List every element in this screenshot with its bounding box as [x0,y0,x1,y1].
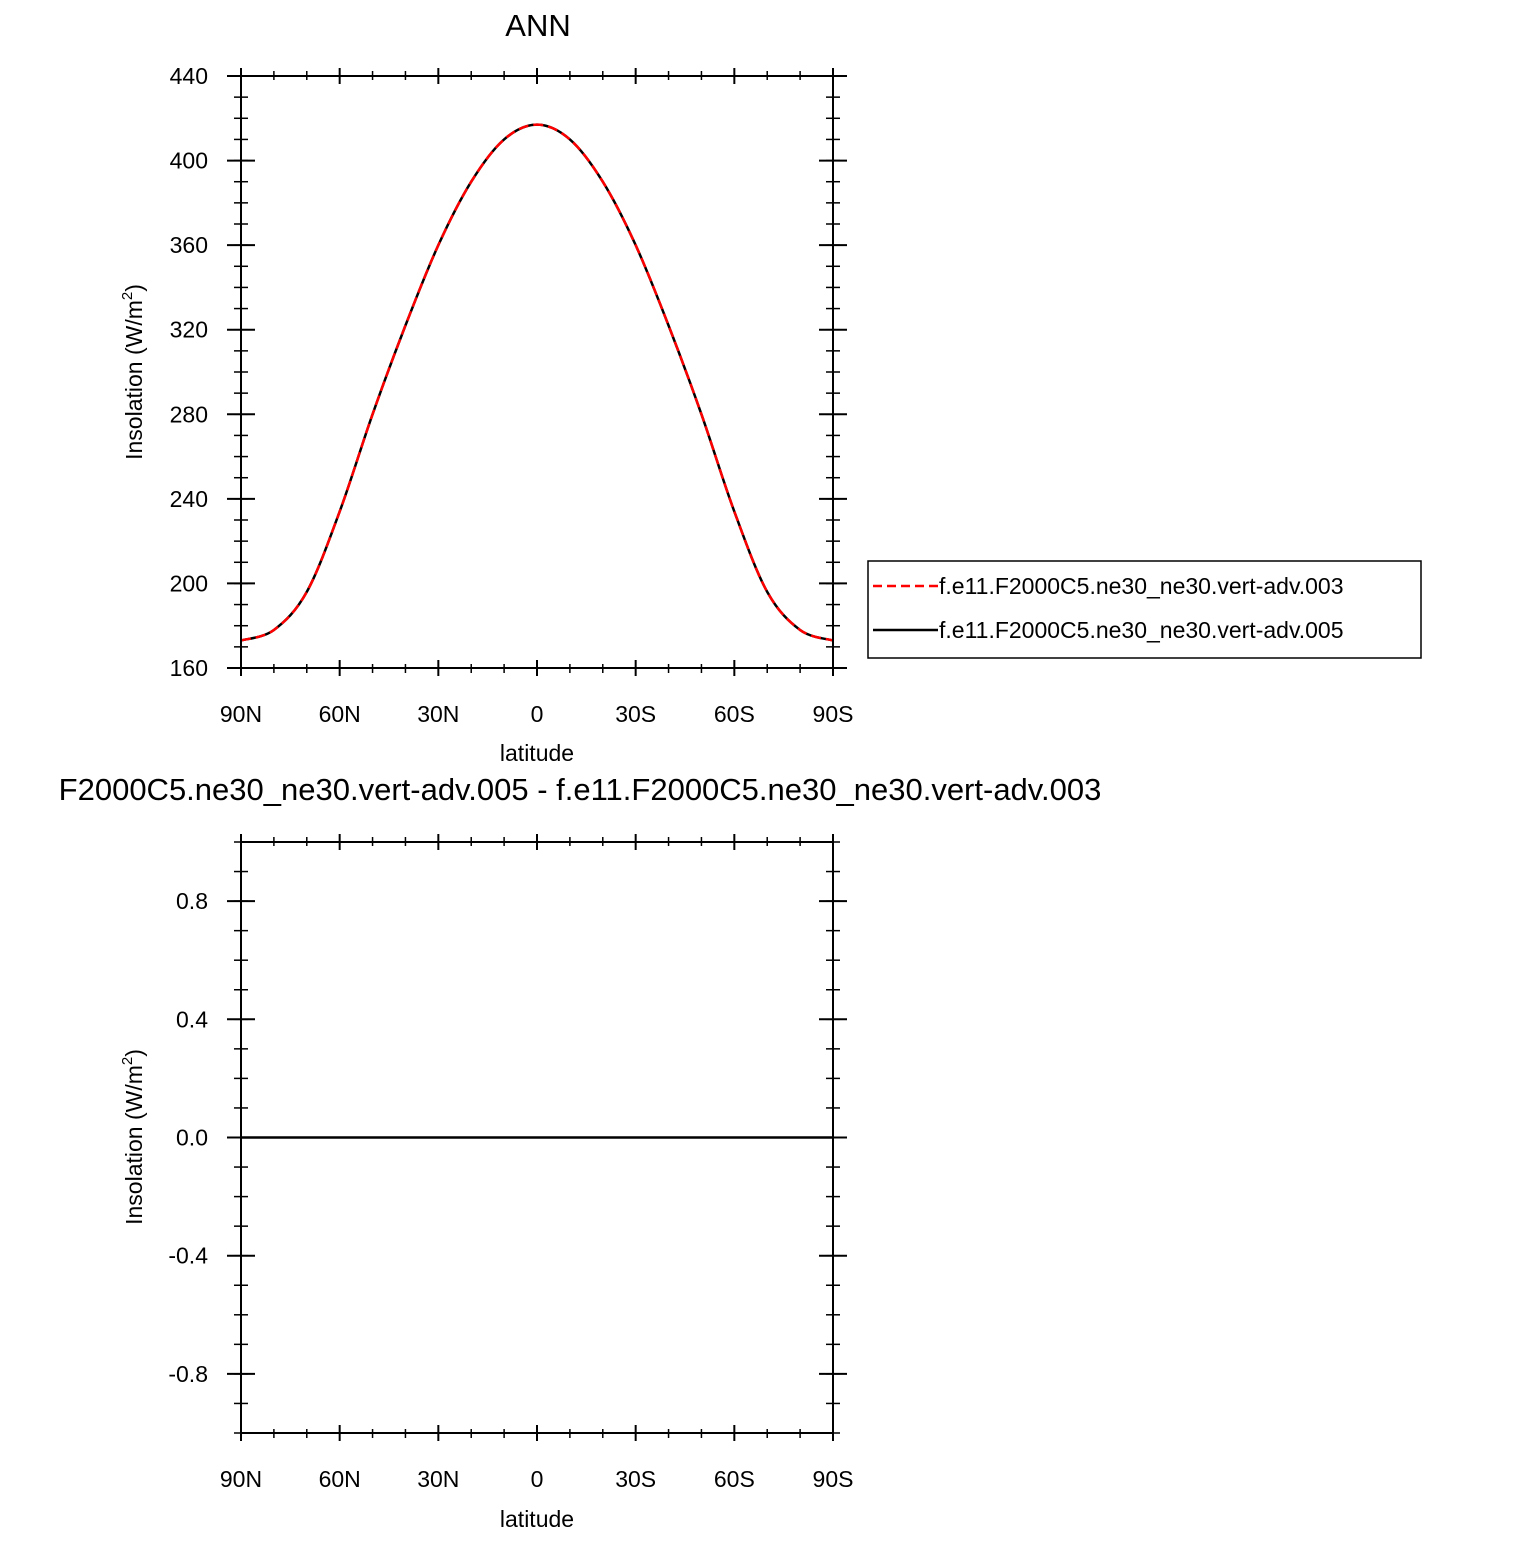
y-tick-label: 160 [170,655,208,681]
bottom-chart-panel: F2000C5.ne30_ne30.vert-adv.005 - f.e11.F… [59,772,1102,1532]
y-tick-label: 320 [170,317,208,343]
bottom-y-label-end: ) [121,1049,147,1057]
x-tick-label: 90S [813,701,854,727]
top-chart-ticks [227,68,847,676]
x-tick-label: 30S [615,1466,656,1492]
bottom-chart-title: F2000C5.ne30_ne30.vert-adv.005 - f.e11.F… [59,772,1102,807]
top-chart-title: ANN [505,8,570,43]
y-tick-label: -0.4 [168,1243,208,1269]
y-tick-label: 360 [170,232,208,258]
top-series-line-0 [240,123,834,642]
legend: f.e11.F2000C5.ne30_ne30.vert-adv.003 f.e… [867,560,1422,659]
x-tick-label: 60S [714,1466,755,1492]
top-series-line-1 [240,123,834,642]
top-y-label-sup: 2 [119,292,136,300]
bottom-chart-x-axis-label: latitude [500,1506,574,1532]
y-tick-label: -0.8 [168,1361,208,1387]
y-tick-label: 0.8 [176,888,208,914]
x-tick-label: 60N [319,701,361,727]
x-tick-label: 90N [220,1466,262,1492]
top-chart-series [240,123,834,642]
x-tick-label: 0 [531,701,544,727]
y-tick-label: 280 [170,401,208,427]
x-tick-label: 30N [417,1466,459,1492]
bottom-chart-y-axis-label: Insolation (W/m2) [119,1049,147,1225]
x-tick-label: 60S [714,701,755,727]
top-y-label-main: Insolation (W/m [121,300,147,460]
top-chart-x-axis-label: latitude [500,740,574,766]
y-tick-label: 240 [170,486,208,512]
x-tick-label: 60N [319,1466,361,1492]
bottom-chart-tick-labels: 90N 60N 30N 0 30S 60S 90S 0.8 0.4 0.0 -0.4 -0.8 [168,888,853,1492]
top-chart-panel: ANN 90N 60N 30N 0 30S 60S 90S 440 400 360 320 280 24… [119,8,1422,766]
bottom-y-label-sup: 2 [119,1057,136,1065]
y-tick-label: 200 [170,570,208,596]
x-tick-label: 90S [813,1466,854,1492]
x-tick-label: 90N [220,701,262,727]
legend-box [867,560,1422,659]
x-tick-label: 0 [531,1466,544,1492]
x-tick-label: 30N [417,701,459,727]
top-chart-tick-labels: 90N 60N 30N 0 30S 60S 90S 440 400 360 320 280 240 200… [170,63,854,727]
y-tick-label: 0.0 [176,1125,208,1151]
x-tick-label: 30S [615,701,656,727]
y-tick-label: 440 [170,63,208,89]
y-tick-label: 0.4 [176,1006,208,1032]
y-tick-label: 400 [170,148,208,174]
legend-label-003: f.e11.F2000C5.ne30_ne30.vert-adv.003 [939,573,1344,599]
top-chart-y-axis-label: Insolation (W/m2) [119,284,147,460]
legend-label-005: f.e11.F2000C5.ne30_ne30.vert-adv.005 [939,617,1344,643]
top-y-label-end: ) [121,284,147,292]
bottom-chart-plot-frame [240,841,834,1434]
top-chart-plot-frame [240,75,834,669]
bottom-y-label-main: Insolation (W/m [121,1065,147,1225]
